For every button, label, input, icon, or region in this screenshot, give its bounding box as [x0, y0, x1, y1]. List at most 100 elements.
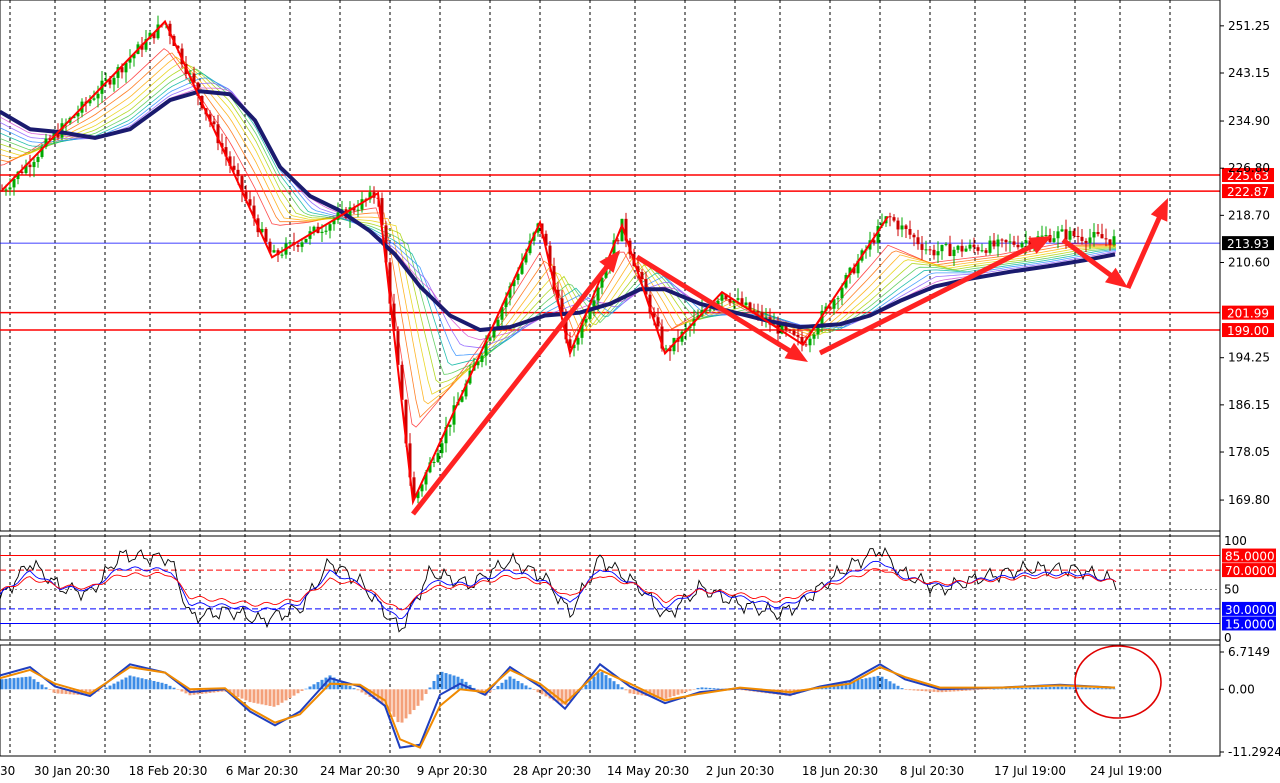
macd-bar	[172, 687, 176, 690]
macd-bar	[896, 685, 900, 690]
level-tag-label: 201.99	[1227, 307, 1269, 321]
macd-bar	[388, 689, 392, 712]
macd-bar	[932, 689, 936, 692]
candle-body	[368, 192, 372, 200]
macd-bar	[280, 689, 284, 703]
candle-body	[524, 253, 528, 263]
candle-body	[28, 164, 32, 168]
macd-histogram	[0, 645, 1162, 749]
osc-level-tag-bg	[1222, 563, 1276, 578]
level-tag-bg	[1222, 184, 1274, 199]
macd-bar	[884, 678, 888, 690]
candle-body	[1092, 232, 1096, 238]
candle-body	[832, 299, 836, 309]
candle-body	[212, 121, 216, 125]
time-tick-label: 18 Feb 20:30	[129, 764, 208, 778]
macd-bar	[300, 689, 304, 691]
level-price-tag: 225.63	[1222, 167, 1274, 183]
macd-bar	[152, 680, 156, 690]
candle-body	[356, 209, 360, 211]
candle-body	[232, 165, 236, 170]
price-tick-label: 169.80	[1228, 493, 1270, 507]
candle-body	[208, 114, 212, 122]
macd-bar	[1064, 686, 1068, 690]
macd-pane[interactable]	[0, 644, 1221, 757]
candle-body	[992, 240, 996, 247]
candle-body	[324, 230, 328, 232]
macd-bar	[1072, 687, 1076, 690]
candle-body	[816, 326, 820, 335]
candle-body	[936, 251, 940, 256]
candle-body	[1112, 236, 1116, 245]
macd-bar	[620, 687, 624, 690]
macd-bar	[248, 689, 252, 703]
candle-body	[360, 199, 364, 210]
macd-bar	[1016, 688, 1020, 690]
candle-body	[432, 461, 436, 463]
oscillator-pane[interactable]	[0, 535, 1221, 641]
candle-body	[944, 244, 948, 246]
macd-bar	[304, 688, 308, 690]
macd-bar	[936, 689, 940, 693]
level-tag-label: 222.87	[1227, 185, 1269, 199]
macd-bar	[976, 689, 980, 691]
macd-bar	[344, 683, 348, 690]
price-tick-label: 226.80	[1228, 161, 1270, 175]
candle-body	[1060, 229, 1064, 232]
time-tick-label: 9 Apr 20:30	[417, 764, 488, 778]
macd-bar	[608, 678, 612, 690]
macd-bar	[956, 689, 960, 692]
macd-bar	[968, 689, 972, 691]
candle-body	[240, 176, 244, 192]
candle-body	[948, 244, 952, 256]
macd-bar	[108, 685, 112, 690]
candle-body	[496, 319, 500, 329]
candle-body	[196, 82, 200, 96]
candle-body	[800, 336, 804, 345]
macd-bar	[872, 676, 876, 690]
macd-bar	[396, 689, 400, 723]
macd-bar	[840, 682, 844, 690]
current-price-tag: 213.93	[1222, 236, 1274, 251]
macd-bar	[1040, 687, 1044, 690]
candle-body	[236, 169, 240, 177]
candle-body	[168, 23, 172, 36]
candle-body	[464, 383, 468, 397]
macd-bar	[1096, 688, 1100, 690]
osc-level-tag-label: 15.0000	[1225, 617, 1275, 631]
macd-bar	[20, 677, 24, 690]
macd-bar	[4, 678, 8, 690]
candle-body	[584, 319, 588, 323]
macd-bar	[136, 677, 140, 690]
macd-bar	[556, 689, 560, 703]
candle-body	[20, 171, 24, 173]
macd-bar	[32, 679, 36, 690]
macd-bar	[68, 689, 72, 695]
candle-body	[1012, 241, 1016, 245]
macd-bar	[536, 689, 540, 693]
macd-bar	[256, 689, 260, 704]
candle-body	[1096, 232, 1100, 235]
candle-body	[108, 79, 112, 85]
osc-level-tag: 85.0000	[1222, 548, 1276, 564]
candle-body	[476, 362, 480, 366]
macd-bar	[1032, 687, 1036, 690]
macd-bar	[1076, 687, 1080, 690]
macd-bar	[580, 688, 584, 690]
candle-body	[544, 233, 548, 246]
candle-body	[664, 348, 668, 350]
candle-body	[720, 294, 724, 301]
macd-bar	[688, 689, 692, 691]
candle-body	[144, 39, 148, 50]
macd-bar	[296, 689, 300, 694]
macd-line	[0, 662, 1116, 749]
macd-bar	[1060, 686, 1064, 690]
macd-bar	[424, 689, 428, 694]
macd-bar	[532, 689, 536, 690]
candle-body	[820, 310, 824, 327]
time-tick-label: 28 Apr 20:30	[513, 764, 591, 778]
candle-body	[288, 242, 292, 244]
current-price-tag-bg	[1222, 236, 1274, 251]
